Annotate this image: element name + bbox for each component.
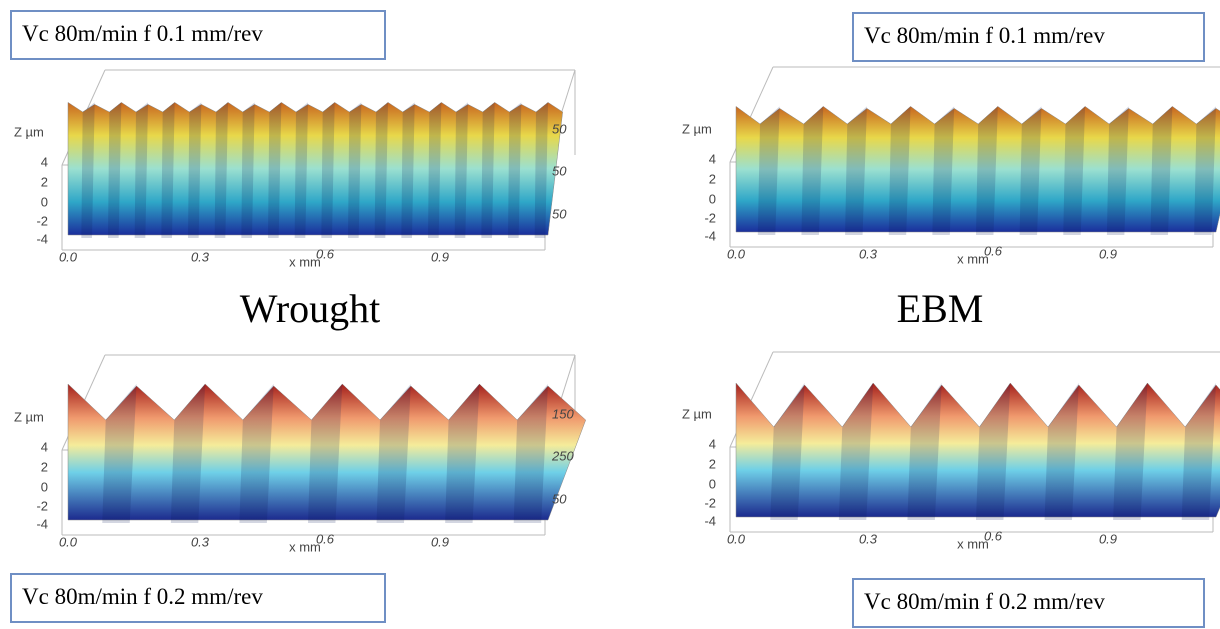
- x-tick-label: 0.3: [191, 249, 210, 264]
- z-tick-label: -4: [704, 228, 716, 243]
- z-tick-label: 0: [709, 476, 716, 491]
- y-tick-label: 250: [551, 448, 574, 463]
- x-tick-label: 0.0: [727, 531, 746, 546]
- z-tick-label: 0: [41, 479, 48, 494]
- z-tick-label: 2: [41, 174, 48, 189]
- z-axis-label: Z µm: [682, 406, 712, 421]
- z-tick-label: 2: [709, 171, 716, 186]
- z-tick-label: 4: [41, 154, 48, 169]
- condition-label: Vc 80m/min f 0.1 mm/rev: [10, 10, 386, 60]
- x-tick-label: 0.9: [431, 534, 449, 549]
- z-tick-label: 4: [41, 439, 48, 454]
- x-tick-label: 0.0: [727, 246, 746, 261]
- x-tick-label: 0.0: [59, 249, 78, 264]
- y-tick-label: 50: [552, 163, 567, 178]
- z-tick-label: 4: [709, 151, 716, 166]
- y-tick-label: 150: [552, 406, 574, 421]
- z-tick-label: -2: [704, 495, 716, 510]
- figure: Z µm420-2-40.00.30.60.9x mm505050Z µm420…: [0, 0, 1220, 629]
- caption: EBM: [790, 285, 1090, 332]
- x-tick-label: 0.3: [859, 531, 878, 546]
- x-tick-label: 0.3: [191, 534, 210, 549]
- x-axis-label: x mm: [957, 251, 989, 266]
- z-tick-label: -2: [36, 213, 48, 228]
- z-tick-label: -2: [36, 498, 48, 513]
- x-tick-label: 0.0: [59, 534, 78, 549]
- x-tick-label: 0.3: [859, 246, 878, 261]
- z-tick-label: 4: [709, 436, 716, 451]
- x-tick-label: 0.9: [431, 249, 449, 264]
- z-tick-label: -4: [36, 516, 48, 531]
- z-tick-label: 2: [709, 456, 716, 471]
- z-tick-label: 0: [41, 194, 48, 209]
- z-tick-label: 0: [709, 191, 716, 206]
- z-axis-label: Z µm: [14, 409, 44, 424]
- z-axis-label: Z µm: [682, 121, 712, 136]
- x-axis-label: x mm: [289, 539, 321, 554]
- z-axis-label: Z µm: [14, 124, 44, 139]
- condition-label: Vc 80m/min f 0.1 mm/rev: [852, 12, 1205, 62]
- y-tick-label: 50: [552, 206, 567, 221]
- x-axis-label: x mm: [289, 254, 321, 269]
- y-tick-label: 50: [552, 491, 567, 506]
- condition-label: Vc 80m/min f 0.2 mm/rev: [852, 578, 1205, 628]
- z-tick-label: -4: [36, 231, 48, 246]
- x-tick-label: 0.9: [1099, 531, 1117, 546]
- x-tick-label: 0.9: [1099, 246, 1117, 261]
- y-tick-label: 50: [552, 121, 567, 136]
- condition-label: Vc 80m/min f 0.2 mm/rev: [10, 573, 386, 623]
- x-axis-label: x mm: [957, 536, 989, 551]
- z-tick-label: -4: [704, 513, 716, 528]
- z-tick-label: 2: [41, 459, 48, 474]
- caption: Wrought: [160, 285, 460, 332]
- z-tick-label: -2: [704, 210, 716, 225]
